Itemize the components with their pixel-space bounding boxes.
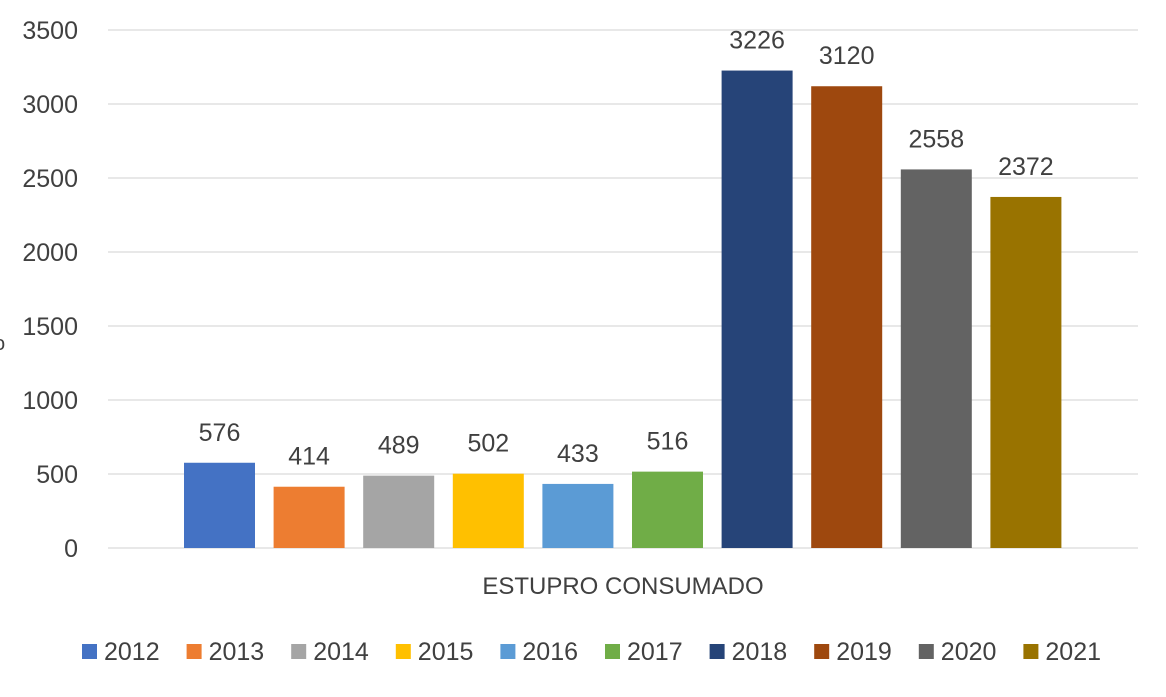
legend-label: 2016	[522, 638, 578, 666]
bar-2017	[632, 471, 703, 548]
data-label-2013: 414	[288, 443, 330, 471]
y-tick-label: 1500	[22, 313, 78, 341]
legend-item-2020: 2020	[918, 638, 997, 666]
legend-label: 2020	[941, 638, 997, 666]
legend-swatch	[186, 644, 202, 659]
legend-swatch	[814, 644, 830, 659]
legend-label: 2017	[627, 638, 683, 666]
legend-swatch	[1023, 644, 1039, 659]
legend-item-2013: 2013	[186, 638, 265, 666]
legend-item-2016: 2016	[500, 638, 578, 666]
legend-swatch	[395, 644, 411, 659]
data-labels: 576 414 489 502 433 516 3226 3120 2558 2372	[199, 27, 1054, 471]
data-label-2021: 2372	[998, 153, 1054, 181]
legend-item-2012: 2012	[82, 638, 160, 666]
legend-label: 2019	[836, 638, 892, 666]
legend-swatch	[605, 644, 620, 659]
legend-label: 2018	[732, 638, 788, 666]
legend-item-2019: 2019	[814, 638, 892, 666]
y-tick-label: 3500	[22, 17, 78, 45]
bar-2016	[542, 483, 614, 548]
legend-label: 2021	[1045, 638, 1101, 666]
legend-label: 2013	[209, 638, 265, 666]
data-label-2012: 576	[199, 419, 241, 447]
y-tick-label: 3000	[22, 91, 78, 119]
bar-2014	[363, 475, 435, 548]
legend-label: 2015	[418, 638, 474, 666]
data-label-2017: 516	[647, 428, 689, 456]
legend-label: 2014	[313, 638, 369, 666]
legend-item-2014: 2014	[291, 638, 369, 666]
legend-swatch	[500, 644, 516, 659]
bar-2012	[184, 462, 255, 548]
legend-swatch	[709, 644, 725, 659]
bar-2018	[721, 70, 793, 548]
bar-2021	[990, 196, 1062, 548]
bar-2020	[900, 169, 972, 548]
legend-item-2018: 2018	[709, 638, 788, 666]
data-label-2014: 489	[378, 432, 420, 460]
y-tick-label: 500	[36, 461, 78, 489]
y-tick-label: 1000	[22, 387, 78, 415]
data-label-2015: 502	[467, 430, 509, 458]
legend-swatch	[918, 644, 934, 659]
bar-2019	[811, 86, 883, 549]
legend-item-2021: 2021	[1023, 638, 1101, 666]
data-label-2020: 2558	[908, 125, 964, 153]
x-axis-categories: ESTUPRO CONSUMADO	[482, 573, 763, 600]
legend-label: 2012	[104, 638, 160, 666]
y-axis-label-fragment: o	[0, 333, 5, 355]
y-tick-label: 2000	[22, 239, 78, 267]
y-tick-label: 0	[64, 535, 78, 563]
legend-item-2015: 2015	[395, 638, 474, 666]
legend-item-2017: 2017	[605, 638, 683, 666]
data-label-2019: 3120	[819, 42, 875, 70]
bars	[184, 70, 1062, 549]
data-label-2018: 3226	[729, 27, 785, 55]
data-label-2016: 433	[557, 440, 599, 468]
y-axis-ticks: 0 500 1000 1500 2000 2500 3000 3500	[22, 17, 78, 563]
bar-2013	[273, 486, 345, 548]
bar-2015	[452, 473, 524, 548]
gridlines	[108, 29, 1138, 549]
y-tick-label: 2500	[22, 165, 78, 193]
legend-swatch	[291, 644, 307, 659]
legend-swatch	[82, 644, 97, 659]
category-label: ESTUPRO CONSUMADO	[482, 573, 763, 600]
legend: 2012 2013 2014 2015 2016 2017 2018 2019 2020 2021	[82, 638, 1101, 666]
